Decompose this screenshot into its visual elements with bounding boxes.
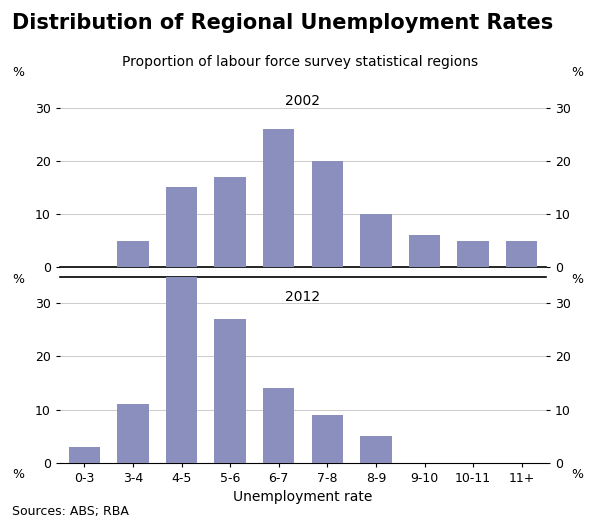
Bar bbox=[263, 129, 295, 267]
Text: %: % bbox=[572, 273, 584, 286]
Text: %: % bbox=[13, 273, 25, 286]
Text: 2012: 2012 bbox=[286, 290, 320, 304]
Bar bbox=[117, 404, 149, 463]
Bar bbox=[68, 447, 100, 463]
Bar bbox=[360, 214, 392, 267]
Bar bbox=[311, 161, 343, 267]
Bar bbox=[263, 389, 295, 463]
Bar bbox=[311, 415, 343, 463]
Bar bbox=[457, 241, 489, 267]
Bar bbox=[214, 319, 246, 463]
Text: Distribution of Regional Unemployment Rates: Distribution of Regional Unemployment Ra… bbox=[12, 13, 553, 33]
Text: 2002: 2002 bbox=[286, 94, 320, 108]
Text: %: % bbox=[572, 469, 584, 482]
Text: %: % bbox=[572, 66, 584, 79]
Text: Sources: ABS; RBA: Sources: ABS; RBA bbox=[12, 505, 129, 518]
Bar bbox=[117, 241, 149, 267]
Text: %: % bbox=[13, 66, 25, 79]
Bar bbox=[214, 177, 246, 267]
X-axis label: Unemployment rate: Unemployment rate bbox=[233, 491, 373, 505]
Bar bbox=[166, 277, 197, 463]
Bar bbox=[166, 187, 197, 267]
Text: %: % bbox=[13, 469, 25, 482]
Text: Proportion of labour force survey statistical regions: Proportion of labour force survey statis… bbox=[122, 55, 478, 69]
Bar bbox=[360, 436, 392, 463]
Bar bbox=[409, 235, 440, 267]
Bar bbox=[506, 241, 538, 267]
